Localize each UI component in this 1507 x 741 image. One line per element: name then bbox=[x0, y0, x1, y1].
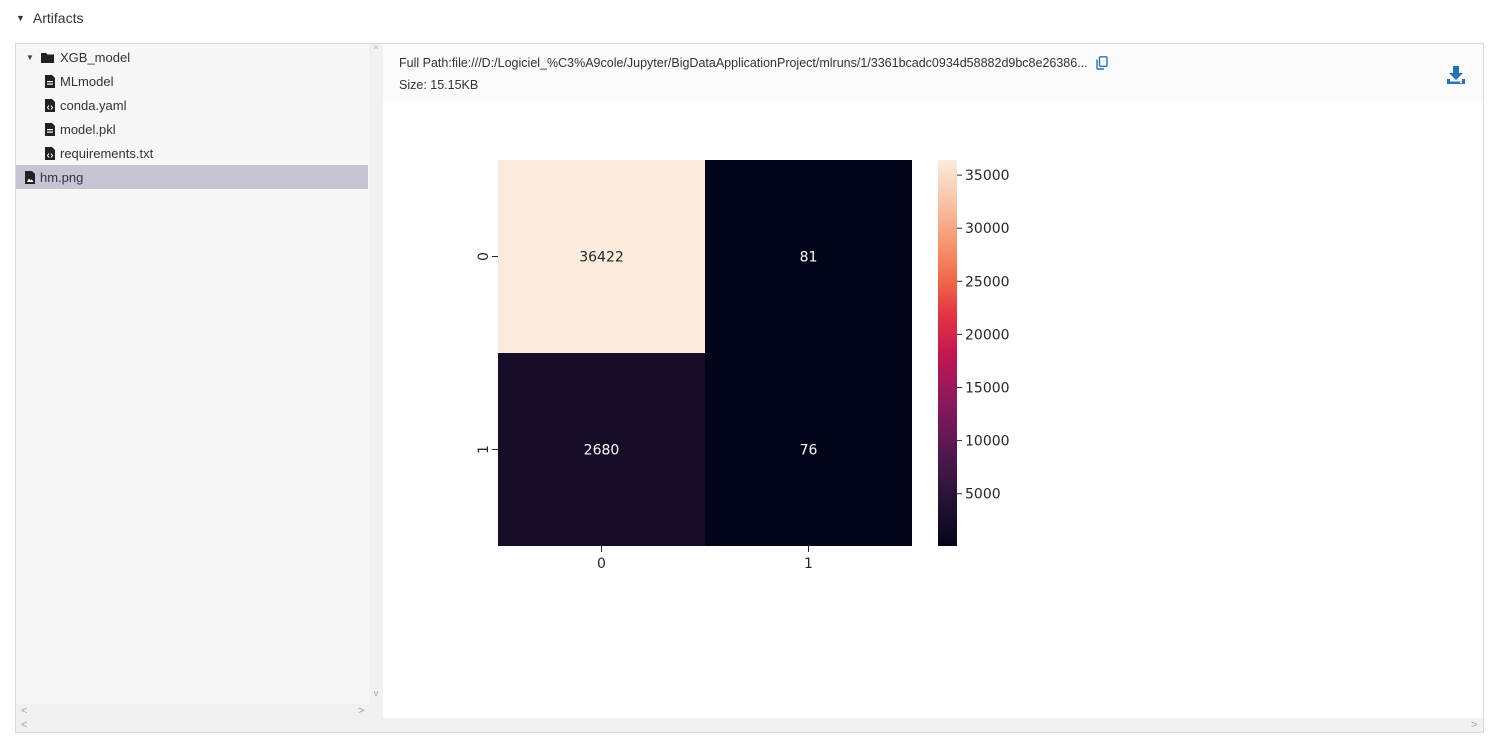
tree-item-label: MLmodel bbox=[60, 73, 114, 89]
tree-item[interactable]: conda.yaml bbox=[16, 93, 368, 117]
colorbar bbox=[938, 160, 957, 546]
scroll-left-arrow-icon[interactable]: < bbox=[21, 705, 28, 717]
colorbar-tick-label: 25000 bbox=[965, 274, 1010, 290]
size-value: 15.15KB bbox=[430, 78, 479, 92]
copy-icon[interactable] bbox=[1095, 56, 1108, 70]
file-text-icon bbox=[44, 122, 56, 136]
scroll-right-arrow-icon[interactable]: > bbox=[358, 705, 365, 717]
file-size-line: Size: 15.15KB bbox=[399, 78, 478, 92]
tree-item[interactable]: hm.png bbox=[16, 165, 368, 189]
tree-item-label: hm.png bbox=[40, 169, 84, 185]
y-tick-label: 0 bbox=[476, 252, 492, 261]
scroll-down-arrow-icon[interactable]: v bbox=[373, 688, 379, 698]
file-image-icon bbox=[24, 170, 36, 184]
colorbar-tick-label: 20000 bbox=[965, 327, 1010, 343]
cell-value-label: 2680 bbox=[584, 443, 620, 459]
scroll-up-arrow-icon[interactable]: ^ bbox=[373, 44, 379, 54]
panel-horizontal-scrollbar[interactable]: < > bbox=[16, 718, 1483, 732]
file-text-icon bbox=[44, 74, 56, 88]
full-path-value: file:///D:/Logiciel_%C3%A9cole/Jupyter/B… bbox=[451, 56, 1088, 70]
artifact-preview: Full Path: file:///D:/Logiciel_%C3%A9col… bbox=[383, 44, 1483, 718]
tree-item[interactable]: model.pkl bbox=[16, 117, 368, 141]
artifact-panel: ▼ XGB_model MLmodel conda.yaml model.pkl requ… bbox=[15, 43, 1484, 733]
x-tick-label: 1 bbox=[804, 556, 813, 572]
file-code-icon bbox=[44, 146, 56, 160]
heatmap-cell bbox=[705, 353, 912, 546]
tree-item-label: requirements.txt bbox=[60, 145, 154, 161]
tree-horizontal-scrollbar[interactable]: < > bbox=[16, 704, 383, 718]
file-code-icon bbox=[44, 98, 56, 112]
folder-icon bbox=[40, 50, 54, 64]
download-icon[interactable] bbox=[1445, 64, 1467, 89]
caret-down-icon: ▼ bbox=[16, 13, 25, 23]
heatmap-cell bbox=[498, 353, 705, 546]
artifacts-section-toggle[interactable]: ▼ Artifacts bbox=[16, 7, 84, 29]
colorbar-tick-label: 10000 bbox=[965, 434, 1010, 450]
tree-item-label: XGB_model bbox=[60, 49, 131, 65]
cell-value-label: 76 bbox=[800, 443, 818, 459]
preview-header: Full Path: file:///D:/Logiciel_%C3%A9col… bbox=[383, 44, 1483, 101]
tree-item[interactable]: requirements.txt bbox=[16, 141, 368, 165]
heatmap-cell bbox=[498, 160, 705, 353]
scroll-left-arrow-icon[interactable]: < bbox=[21, 719, 28, 731]
colorbar-tick-label: 35000 bbox=[965, 168, 1010, 184]
x-tick-label: 0 bbox=[597, 556, 606, 572]
scroll-right-arrow-icon[interactable]: > bbox=[1471, 719, 1478, 731]
full-path-line: Full Path: file:///D:/Logiciel_%C3%A9col… bbox=[399, 56, 1108, 70]
tree-item-label: conda.yaml bbox=[60, 97, 127, 113]
colorbar-tick-label: 30000 bbox=[965, 221, 1010, 237]
cell-value-label: 36422 bbox=[579, 250, 624, 266]
tree-vertical-scrollbar[interactable]: ^ v bbox=[369, 44, 383, 704]
expand-toggle-icon[interactable]: ▼ bbox=[26, 52, 34, 62]
y-tick-label: 1 bbox=[476, 445, 492, 454]
tree-item[interactable]: MLmodel bbox=[16, 69, 368, 93]
cell-value-label: 81 bbox=[800, 250, 818, 266]
full-path-label: Full Path: bbox=[399, 56, 452, 70]
tree-item[interactable]: ▼ XGB_model bbox=[16, 45, 368, 69]
tree-item-label: model.pkl bbox=[60, 121, 116, 137]
colorbar-tick-label: 5000 bbox=[965, 487, 1001, 503]
heatmap-cell bbox=[705, 160, 912, 353]
section-title: Artifacts bbox=[32, 10, 84, 26]
size-label: Size: bbox=[399, 78, 427, 92]
confusion-matrix-heatmap: 36422 81 2680 76 0 1 0 1 35000 30000 25000 20000 150… bbox=[476, 160, 1010, 572]
artifact-tree: ▼ XGB_model MLmodel conda.yaml model.pkl requ… bbox=[16, 44, 369, 704]
colorbar-tick-label: 15000 bbox=[965, 381, 1010, 397]
